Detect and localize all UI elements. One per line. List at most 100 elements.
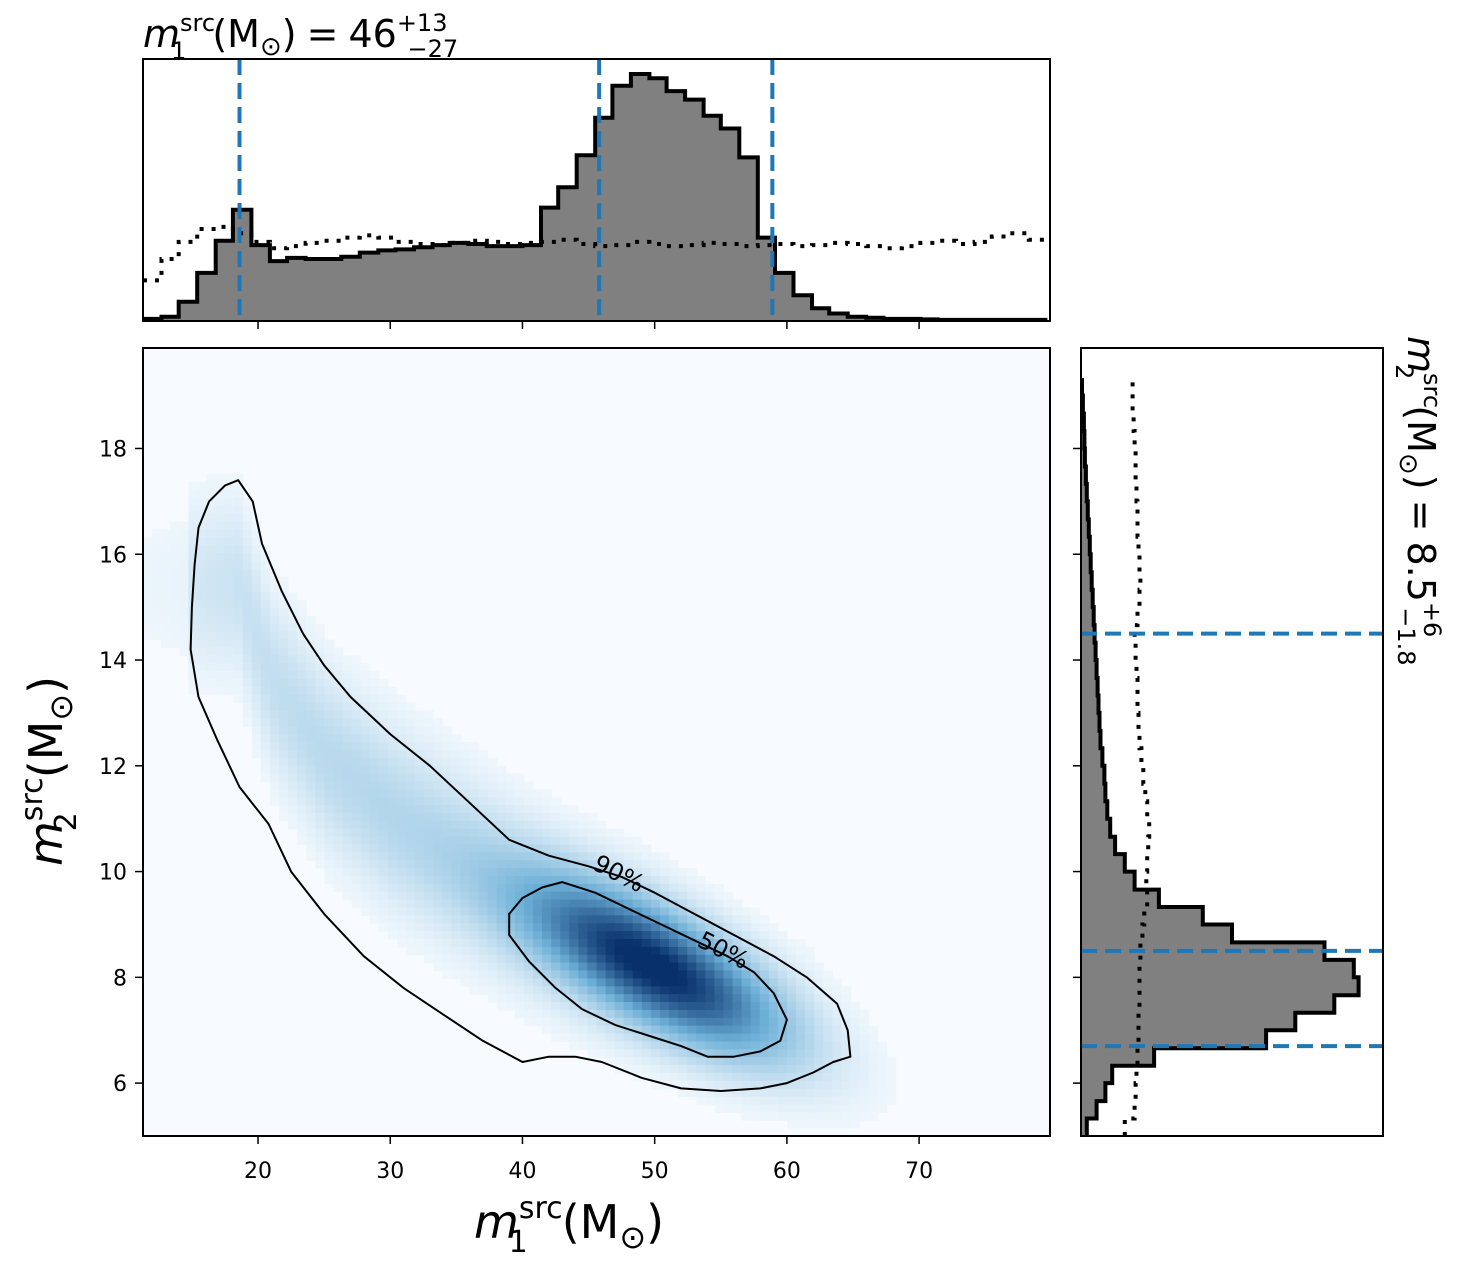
density-cell — [360, 702, 371, 712]
density-cell — [306, 828, 316, 838]
density-cell — [659, 1080, 670, 1090]
density-cell — [369, 749, 380, 759]
density-cell — [378, 773, 389, 782]
density-cell — [460, 797, 471, 806]
density-cell — [342, 678, 353, 688]
density-cell — [206, 513, 217, 522]
density-cell — [279, 797, 289, 806]
density-cell — [360, 773, 371, 782]
density-cell — [596, 1025, 607, 1035]
density-cell — [406, 742, 416, 751]
density-cell — [777, 1104, 788, 1113]
density-cell — [406, 757, 416, 767]
density-cell — [152, 576, 162, 585]
density-cell — [514, 1002, 525, 1011]
density-cell — [406, 868, 416, 877]
density-cell — [696, 915, 706, 924]
density-cell — [569, 1041, 579, 1050]
density-cell — [215, 529, 226, 538]
density-cell — [523, 883, 534, 893]
density-cell — [705, 1049, 716, 1058]
density-cell — [197, 631, 208, 641]
density-cell — [143, 568, 153, 578]
density-cell — [233, 647, 244, 656]
density-cell — [805, 986, 815, 995]
density-cell — [170, 568, 180, 578]
density-cell — [759, 931, 770, 940]
density-cell — [324, 812, 335, 822]
density-cell — [596, 875, 607, 885]
density-cell — [396, 915, 407, 924]
density-cell — [741, 1088, 752, 1098]
density-cell — [460, 954, 471, 964]
density-cell — [161, 552, 171, 562]
density-cell — [623, 970, 634, 979]
density-cell — [260, 615, 271, 625]
density-cell — [415, 749, 425, 759]
density-cell — [496, 836, 507, 846]
density-cell — [786, 1049, 797, 1058]
density-cell — [251, 584, 262, 593]
density-cell — [587, 962, 598, 972]
density-cell — [487, 970, 498, 979]
density-cell — [796, 978, 806, 987]
density-cell — [424, 828, 434, 838]
density-cell — [288, 805, 298, 814]
density-cell — [378, 678, 389, 688]
density-cell — [569, 931, 579, 940]
density-cell — [569, 1002, 579, 1011]
density-cell — [759, 1080, 770, 1090]
density-cell — [224, 489, 235, 499]
density-cell — [415, 757, 425, 767]
density-cell — [487, 907, 498, 916]
contour-90 — [189, 479, 852, 1092]
density-cell — [433, 828, 443, 838]
density-cell — [723, 986, 734, 995]
density-cell — [369, 694, 380, 704]
density-cell — [777, 986, 788, 995]
density-cell — [224, 537, 235, 546]
density-cell — [632, 1017, 643, 1027]
density-cell — [786, 946, 797, 956]
density-cell — [759, 1002, 770, 1011]
density-cell — [777, 1033, 788, 1043]
density-cell — [406, 946, 416, 956]
density-cell — [696, 899, 706, 909]
density-cell — [496, 978, 507, 987]
density-cell — [396, 899, 407, 909]
density-cell — [786, 1104, 797, 1113]
density-cell — [406, 939, 416, 948]
density-cell — [396, 828, 407, 838]
density-cell — [161, 600, 171, 609]
density-cell — [288, 623, 298, 633]
density-cell — [805, 962, 815, 972]
density-cell — [406, 820, 416, 830]
density-cell — [269, 655, 280, 664]
density-cell — [850, 1025, 861, 1035]
density-cell — [569, 946, 579, 956]
density-cell — [360, 836, 371, 846]
density-cell — [170, 521, 180, 530]
density-cell — [687, 986, 697, 995]
density-cell — [832, 1041, 842, 1050]
density-cell — [560, 812, 570, 822]
density-cell — [297, 615, 307, 625]
density-cell — [732, 1002, 743, 1011]
density-cell — [505, 946, 516, 956]
density-cell — [768, 1009, 779, 1019]
density-cell — [387, 718, 398, 727]
density-cell — [796, 1025, 806, 1035]
density-cell — [469, 765, 480, 775]
density-cell — [451, 844, 462, 853]
density-cell — [351, 812, 362, 822]
density-cell — [143, 631, 153, 641]
density-cell — [723, 1009, 734, 1019]
density-cell — [333, 844, 344, 853]
density-cell — [269, 797, 280, 806]
density-cell — [868, 1041, 879, 1050]
density-cell — [333, 757, 344, 767]
density-cell — [859, 1049, 870, 1058]
density-cell — [759, 1065, 770, 1074]
density-cell — [687, 1088, 697, 1098]
density-cell — [678, 1065, 688, 1074]
